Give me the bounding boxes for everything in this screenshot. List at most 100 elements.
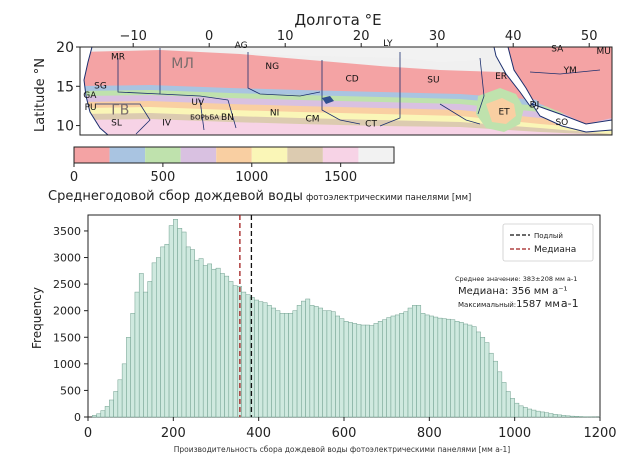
country-label-4: NG — [265, 62, 279, 72]
atlantic-ocean — [80, 47, 109, 135]
histogram-bar-103 — [531, 409, 537, 418]
histogram-bar-98 — [510, 398, 515, 418]
map-xlabel: Долгота °E — [294, 11, 381, 29]
histogram-bar-30 — [220, 273, 225, 418]
country-label-14: SL — [111, 119, 122, 129]
map-x-tick-label-0: −10 — [119, 29, 146, 44]
histogram-bar-6 — [117, 379, 123, 418]
map-panel: Долгота °E −10 0 10 20 30 40 50 10 15 20 Latitud… — [33, 11, 613, 136]
colorbar-cell-6 — [287, 147, 323, 163]
histogram-bar-110 — [561, 415, 567, 418]
country-label-1: МЛ — [171, 56, 194, 72]
histogram-bar-70 — [390, 315, 396, 418]
country-borders — [96, 48, 601, 135]
stats-median: Медиана: 356 мм а⁻¹ — [458, 286, 567, 297]
map-y-tick-label-0: 10 — [56, 119, 74, 135]
histogram-bar-8 — [126, 337, 131, 418]
histogram-bar-40 — [262, 302, 268, 418]
histogram-bar-19 — [173, 219, 178, 418]
colorbar-cell-2 — [145, 147, 181, 163]
gulf-of-aden — [530, 103, 612, 133]
histogram-x-ticks: 0 200 400 600 800 1000 1200 — [84, 417, 617, 441]
country-label-15: ГВ — [111, 103, 129, 119]
colorbar-ticks: 0 500 1000 1500 — [70, 163, 357, 185]
histogram-bar-25 — [198, 258, 204, 418]
histogram-bar-36 — [245, 294, 251, 418]
histogram-bar-46 — [288, 313, 294, 418]
histogram-bar-87 — [463, 323, 468, 418]
stats-max: Максимальный:1587 мма-1 — [458, 297, 579, 310]
map-frame — [79, 46, 613, 136]
histogram-y-tick-label-6: 3000 — [53, 252, 81, 265]
histogram-bar-43 — [275, 310, 281, 418]
histogram-bar-100 — [518, 405, 524, 418]
histogram-bar-90 — [476, 331, 481, 418]
histogram-bar-104 — [535, 410, 541, 418]
histogram-bar-2 — [100, 410, 106, 418]
histogram-bar-65 — [369, 325, 375, 418]
histogram-bar-102 — [527, 408, 532, 418]
histogram-bar-55 — [326, 310, 332, 418]
histogram-bar-54 — [322, 310, 328, 418]
histogram-bar-83 — [446, 318, 451, 418]
histogram-bar-96 — [501, 382, 507, 418]
histogram-bar-101 — [522, 407, 528, 418]
histogram-bar-32 — [228, 281, 234, 418]
histogram-bar-45 — [284, 313, 289, 418]
country-label-16: UV — [191, 98, 205, 108]
histogram-x-tick-label-5: 1000 — [498, 426, 531, 441]
country-label-9: YM — [563, 66, 577, 76]
histogram-bar-75 — [412, 305, 417, 418]
country-label-17: БОРЬБА — [190, 113, 219, 121]
histogram-bar-99 — [514, 402, 520, 418]
colorbar-cells — [74, 147, 394, 163]
country-label-23: ET — [498, 108, 510, 118]
histogram-bar-107 — [548, 413, 554, 418]
histogram-bar-112 — [569, 415, 575, 418]
histogram-bar-13 — [147, 281, 153, 418]
histogram-bar-22 — [185, 246, 191, 418]
histogram-bar-92 — [484, 342, 490, 418]
sahara-no-data — [230, 47, 480, 62]
histogram-bar-50 — [305, 298, 311, 418]
histogram-bar-82 — [441, 318, 447, 418]
histogram-bar-76 — [416, 305, 422, 418]
histogram-bar-51 — [309, 305, 315, 418]
map-y-tick-label-1: 15 — [56, 79, 74, 95]
colorbar-tick-label-3: 1500 — [324, 170, 357, 185]
colorbar-cell-0 — [74, 147, 110, 163]
histogram-bar-57 — [335, 315, 340, 418]
country-label-6: SU — [427, 75, 439, 85]
histogram-bar-63 — [360, 324, 366, 418]
histogram-bar-89 — [471, 326, 477, 418]
histogram-bar-35 — [241, 291, 247, 418]
histogram-bar-86 — [458, 322, 464, 418]
map-y-ticks: 10 15 20 — [56, 40, 80, 135]
legend-median-label: Медиана — [534, 245, 576, 255]
country-label-3: LY — [383, 39, 393, 49]
colorbar-tick-label-0: 0 — [70, 170, 78, 185]
histogram-bar-84 — [450, 319, 456, 418]
histogram-bar-5 — [113, 391, 119, 418]
histogram-bar-10 — [134, 291, 140, 418]
histogram-bar-23 — [190, 249, 195, 418]
histogram-bar-41 — [266, 305, 272, 418]
country-label-24: DJ — [530, 101, 540, 111]
histogram-bar-29 — [215, 267, 221, 418]
histogram-bar-15 — [156, 257, 161, 418]
histogram-bar-66 — [373, 323, 379, 418]
histogram-bar-52 — [313, 306, 319, 418]
colorbar-cell-8 — [358, 147, 394, 163]
histogram-bar-93 — [488, 352, 494, 418]
histogram-bar-69 — [386, 317, 392, 418]
histogram-bar-3 — [104, 406, 110, 418]
country-label-12: GA — [83, 91, 97, 101]
country-label-7: ER — [495, 72, 507, 82]
histogram-y-tick-label-2: 1000 — [53, 358, 81, 371]
histogram-bar-108 — [552, 414, 558, 418]
histogram-ylabel: Frequency — [30, 287, 44, 349]
colorbar-cell-7 — [322, 147, 359, 163]
country-label-2: AG — [235, 41, 248, 51]
